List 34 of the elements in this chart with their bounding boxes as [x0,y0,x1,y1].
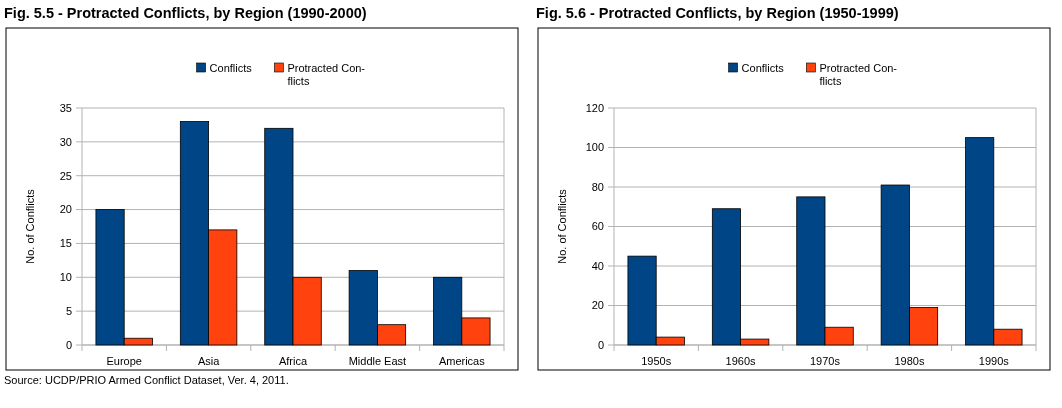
y-tick-label: 10 [59,271,72,284]
x-tick-label: Middle East [348,355,407,367]
legend-label: Conflicts [741,61,785,74]
x-tick-label: Africa [278,355,308,367]
y-tick-label: 0 [597,338,604,351]
y-tick-label: 30 [59,135,72,148]
x-tick-label: 1980s [894,355,925,367]
x-tick-label: Asia [197,355,221,367]
legend-label: Protracted Con-flicts [819,61,898,87]
y-axis-title: No. of Conflicts [24,188,36,264]
y-tick-label: 60 [591,220,604,233]
x-tick-label: 1990s [978,355,1010,367]
chart-title: Fig. 5.5 - Protracted Conflicts, by Region (1990-2000) [4,5,367,21]
y-tick-label: 35 [59,101,72,114]
y-tick-label: 40 [591,259,604,272]
legend-label: Conflicts [209,61,253,74]
y-tick-label: 120 [585,101,604,114]
x-tick-label: Europe [106,355,142,367]
source-note: Source: UCDP/PRIO Armed Conflict Dataset, Ver. 4, 2011. [4,374,289,386]
y-tick-label: 20 [59,203,72,216]
y-tick-label: 80 [591,180,604,193]
y-axis-title: No. of Conflicts [556,188,568,264]
x-tick-label: Americas [438,355,486,367]
y-tick-label: 20 [591,299,604,312]
x-tick-label: 1950s [641,355,672,367]
chart-title: Fig. 5.6 - Protracted Conflicts, by Region (1950-1999) [536,5,899,21]
y-tick-label: 5 [65,304,72,317]
legend-label: Protracted Con-flicts [287,61,366,87]
y-tick-label: 15 [59,237,72,250]
y-tick-label: 100 [585,141,604,154]
y-tick-label: 25 [59,169,72,182]
x-tick-label: 1970s [810,355,841,367]
y-tick-label: 0 [65,338,72,351]
x-tick-label: 1960s [725,355,757,367]
